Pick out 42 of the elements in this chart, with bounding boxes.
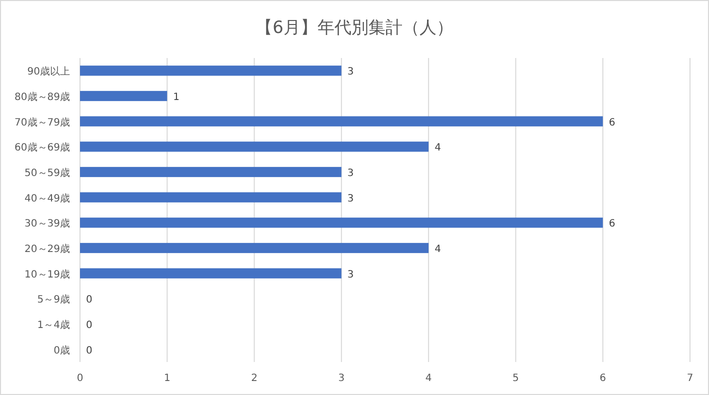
x-tick-label: 3 [338, 373, 345, 384]
y-tick-label: 30～39歳 [24, 218, 70, 230]
y-tick-label: 70歳～79歳 [14, 116, 70, 128]
data-label: 4 [434, 244, 441, 255]
bar [80, 192, 342, 202]
chart-title: 【6月】年代別集計（人） [256, 18, 454, 38]
y-tick-label: 10～19歳 [24, 268, 70, 280]
data-label: 0 [86, 320, 92, 331]
y-tick-label: 0歳 [54, 344, 70, 356]
bar [80, 218, 603, 228]
data-label: 6 [608, 117, 616, 128]
data-label: 6 [608, 218, 616, 230]
data-label: 3 [347, 168, 354, 179]
y-tick-label: 60歳～69歳 [14, 142, 70, 154]
data-label: 4 [434, 142, 441, 154]
x-tick-label: 5 [512, 373, 519, 384]
bar [80, 116, 603, 126]
x-tick-label: 2 [251, 373, 258, 384]
data-label: 0 [86, 294, 92, 306]
data-label: 1 [173, 92, 180, 103]
bar [80, 142, 429, 152]
bar [80, 268, 342, 278]
y-tick-label: 5～9歳 [37, 294, 70, 306]
x-tick-label: 7 [686, 373, 694, 384]
bar [80, 166, 342, 178]
y-tick-label: 80歳～89歳 [14, 91, 70, 103]
x-tick-label: 1 [164, 373, 170, 384]
x-tick-label: 6 [600, 373, 606, 384]
y-tick-label: 20～29歳 [24, 243, 70, 255]
bar [80, 66, 342, 76]
bar [80, 242, 429, 254]
bar [80, 90, 168, 102]
y-tick-label: 40～49歳 [24, 192, 70, 204]
y-tick-label: 1～4歳 [37, 319, 70, 331]
data-label: 3 [347, 193, 354, 204]
y-tick-label: 90歳以上 [27, 66, 70, 78]
y-tick-label: 50～59歳 [24, 167, 70, 179]
x-tick-label: 4 [425, 373, 432, 384]
data-label: 3 [347, 66, 354, 78]
data-label: 3 [347, 269, 354, 280]
x-tick-label: 0 [76, 373, 84, 384]
data-label: 0 [86, 345, 92, 356]
